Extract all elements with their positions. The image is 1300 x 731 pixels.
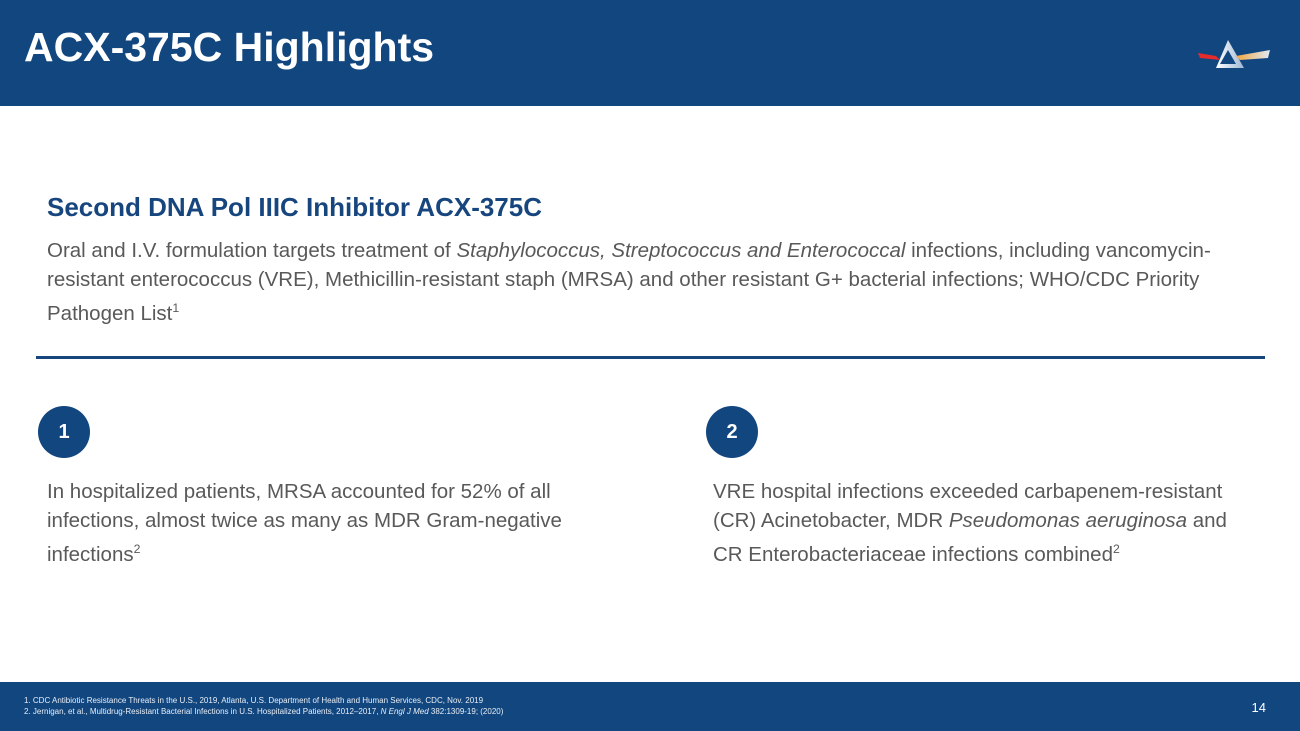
reference-2: 2. Jernigan, et al., Multidrug-Resistant… [24,707,503,716]
point-2-text: VRE hospital infections exceeded carbape… [713,477,1233,569]
reference-1: 1. CDC Antibiotic Resistance Threats in … [24,696,484,705]
company-logo-icon [1198,40,1270,68]
footer-bar: 1. CDC Antibiotic Resistance Threats in … [0,682,1300,731]
point-number-badge: 2 [706,406,758,458]
point-text-end: and CR Enterobacteriaceae infections com… [713,509,1227,566]
section-heading: Second DNA Pol IIIC Inhibitor ACX-375C [47,192,543,222]
point-text: In hospitalized patients, MRSA accounted… [47,480,562,566]
journal-name: N Engl J Med [380,707,429,716]
intro-text: Oral and I.V. formulation targets treatm… [47,239,457,262]
footnote-ref: 1 [172,301,180,315]
footnote-ref: 2 [133,542,141,556]
reference-text-end: 382:1309-19; (2020) [428,707,504,716]
intro-paragraph: Oral and I.V. formulation targets treatm… [47,236,1267,328]
intro-text-end: infections, including vancomycin-resista… [47,239,1211,325]
intro-italic-text: Staphylococcus, Streptococcus and Entero… [456,239,906,262]
point-1-text: In hospitalized patients, MRSA accounted… [47,477,567,569]
point-text: VRE hospital infections exceeded carbape… [713,480,1223,532]
page-number: 14 [1251,700,1266,715]
slide-title: ACX-375C Highlights [24,24,435,70]
header-bar: ACX-375C Highlights [0,0,1300,106]
divider [36,356,1265,359]
footnote-ref: 2 [1112,542,1120,556]
point-italic-text: Pseudomonas aeruginosa [948,509,1188,532]
reference-text: 2. Jernigan, et al., Multidrug-Resistant… [24,707,381,716]
point-number-badge: 1 [38,406,90,458]
